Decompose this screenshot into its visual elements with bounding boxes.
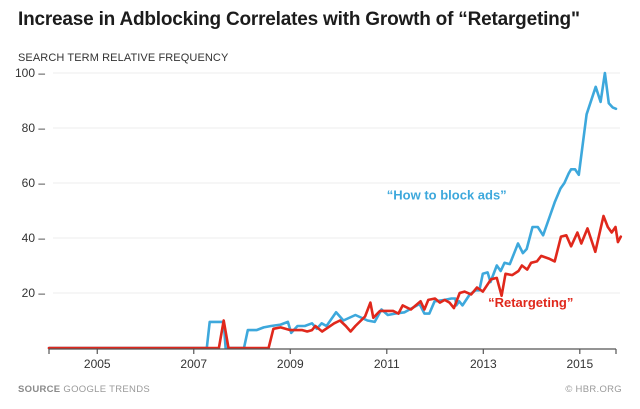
gridlines: [53, 72, 620, 294]
x-tick-label: 2009: [277, 357, 304, 371]
x-tick-label: 2007: [180, 357, 207, 371]
x-tick-label: 2015: [566, 357, 593, 371]
source-value: GOOGLE TRENDS: [63, 384, 151, 395]
source-note: SOURCE GOOGLE TRENDS: [18, 384, 150, 395]
series-line-retargeting: [47, 214, 623, 350]
series-label-retargeting: “Retargeting”: [488, 295, 573, 310]
series-label-how-to-block-ads: “How to block ads”: [387, 188, 507, 203]
chart-title: Increase in Adblocking Correlates with G…: [18, 9, 580, 30]
y-tick-label: 60 –: [22, 176, 46, 190]
y-tick-label: 100 –: [15, 66, 45, 80]
x-axis: 2005 2007 2009 2011 2013 2015: [48, 348, 617, 371]
credit: © HBR.ORG: [565, 384, 622, 395]
y-tick-label: 40 –: [22, 231, 46, 245]
y-axis-title: SEARCH TERM RELATIVE FREQUENCY: [18, 52, 229, 64]
y-tick-label: 80 –: [22, 121, 46, 135]
source-label: SOURCE: [18, 384, 61, 395]
y-axis-ticks: 20 – 40 – 60 – 80 – 100 –: [15, 66, 45, 300]
series-labels: “How to block ads” “Retargeting”: [387, 188, 574, 310]
x-tick-label: 2005: [84, 357, 111, 371]
y-tick-label: 20 –: [22, 286, 46, 300]
x-tick-label: 2013: [470, 357, 497, 371]
x-tick-label: 2011: [374, 357, 400, 371]
series-lines: [47, 71, 623, 350]
